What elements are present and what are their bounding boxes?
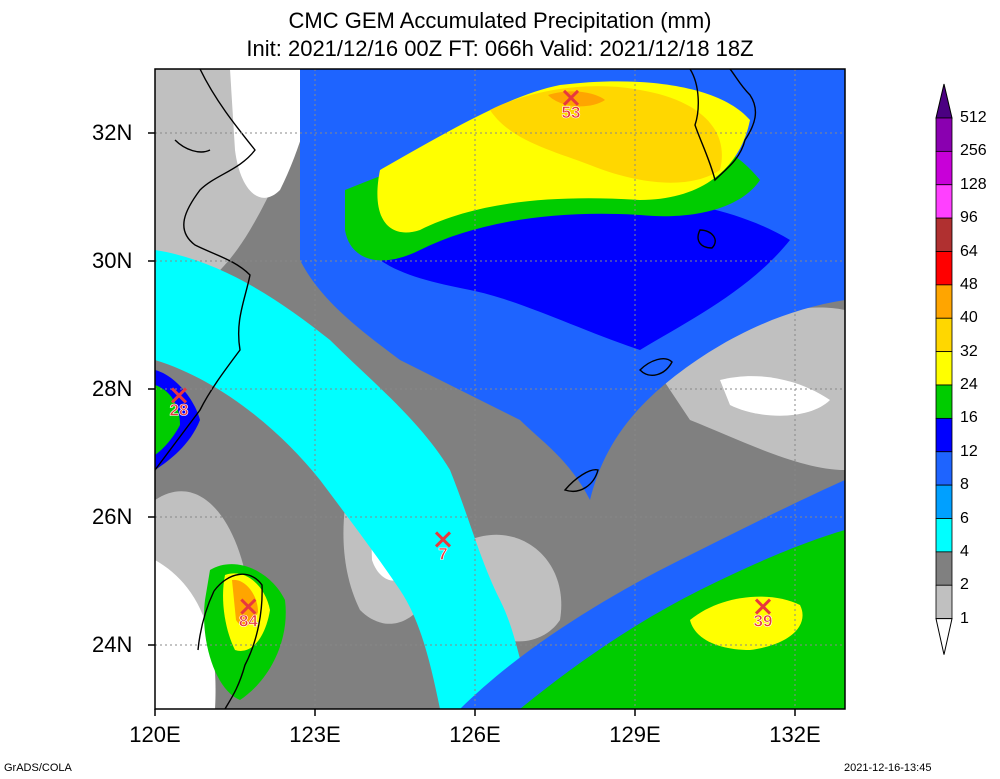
colorbar-level-label: 16 <box>960 409 978 427</box>
colorbar-swatch <box>935 150 953 186</box>
lat-label-30n: 30N <box>92 248 133 273</box>
colorbar <box>935 83 953 655</box>
max-marker: 53 <box>561 89 581 122</box>
colorbar-level-label: 40 <box>960 309 978 327</box>
colorbar-swatch <box>935 351 953 386</box>
footer-credit: GrADS/COLA <box>4 762 72 774</box>
colorbar-level-label: 48 <box>960 275 978 293</box>
colorbar-level-label: 96 <box>960 209 978 227</box>
max-marker-value: 28 <box>170 400 189 419</box>
lon-label-120e: 120E <box>129 722 181 747</box>
max-marker-value: 39 <box>754 612 773 631</box>
colorbar-level-label: 1 <box>960 609 969 627</box>
graticule <box>155 69 845 709</box>
map-title: CMC GEM Accumulated Precipitation (mm) <box>288 8 712 33</box>
max-marker: 84 <box>239 598 259 631</box>
colorbar-level-label: 2 <box>960 576 969 594</box>
max-marker-value: 53 <box>562 103 581 122</box>
max-marker: 39 <box>753 598 773 631</box>
colorbar-swatch <box>935 251 953 286</box>
colorbar-swatch <box>935 518 953 553</box>
colorbar-swatch <box>935 417 953 453</box>
colorbar-swatch <box>935 217 953 252</box>
colorbar-level-label: 512 <box>960 109 987 126</box>
colorbar-swatch <box>935 284 953 319</box>
lon-label-132e: 132E <box>769 722 821 747</box>
coastlines <box>155 69 757 709</box>
map-subtitle: Init: 2021/12/16 00Z FT: 066h Valid: 202… <box>246 36 754 61</box>
colorbar-level-label: 256 <box>960 142 987 160</box>
colorbar-swatch <box>935 384 953 419</box>
colorbar-level-label: 4 <box>960 542 969 560</box>
colorbar-swatch <box>935 117 953 152</box>
max-marker: 28 <box>169 387 189 420</box>
colorbar-swatch <box>935 484 953 519</box>
lat-label-24n: 24N <box>92 632 133 657</box>
lon-label-129e: 129E <box>609 722 661 747</box>
max-markers: 53 28 7 84 39 <box>169 89 773 631</box>
colorbar-swatch <box>935 184 953 219</box>
max-marker-value: 7 <box>438 544 447 563</box>
colorbar-swatch <box>935 551 953 586</box>
colorbar-swatch <box>935 317 953 353</box>
colorbar-top-arrow <box>935 83 953 119</box>
max-marker: 7 <box>434 531 452 564</box>
lat-label-28n: 28N <box>92 376 133 401</box>
colorbar-level-label: 8 <box>960 476 969 494</box>
colorbar-level-label: 32 <box>960 342 978 360</box>
tick-marks <box>148 132 796 716</box>
colorbar-level-label: 128 <box>960 175 987 193</box>
colorbar-bottom-arrow <box>935 618 953 655</box>
lat-label-32n: 32N <box>92 120 133 145</box>
max-marker-value: 84 <box>239 612 258 631</box>
lon-label-126e: 126E <box>449 722 501 747</box>
lat-label-26n: 26N <box>92 504 133 529</box>
lon-label-123e: 123E <box>289 722 341 747</box>
footer-timestamp: 2021-12-16-13:45 <box>844 762 932 774</box>
colorbar-level-label: 64 <box>960 242 978 260</box>
colorbar-level-label: 12 <box>960 442 978 460</box>
colorbar-level-label: 6 <box>960 509 969 527</box>
colorbar-level-label: 24 <box>960 376 978 393</box>
colorbar-swatch <box>935 451 953 486</box>
colorbar-swatch <box>935 584 953 620</box>
